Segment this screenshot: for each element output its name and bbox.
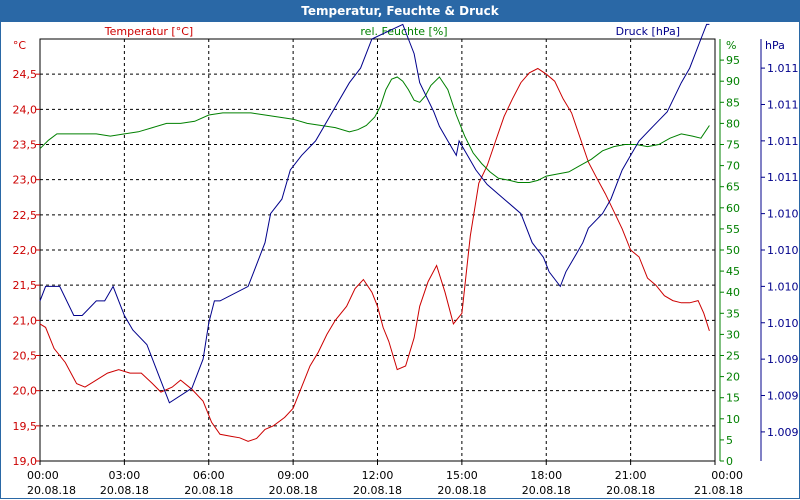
humidity-tick-label: 20 — [726, 371, 740, 384]
humidity-tick-label: 10 — [726, 413, 740, 426]
temperature-tick-label: 23,5 — [13, 139, 38, 152]
chart-frame: 19,0 19,5 20,0 20,5 21,0 21,5 22,0 22,5 23,0 23,5… — [0, 22, 800, 499]
x-tick-time-label: 12:00 — [362, 469, 394, 482]
x-tick-time-label: 03:00 — [109, 469, 141, 482]
humidity-tick-label: 50 — [726, 244, 740, 257]
humidity-tick-label: 5 — [726, 434, 733, 447]
x-tick-date-label: 20.08.18 — [522, 484, 571, 497]
x-tick-date-label: 20.08.18 — [27, 484, 76, 497]
window-title: Temperatur, Feuchte & Druck — [301, 4, 499, 18]
temperature-tick-label: 24,0 — [13, 103, 38, 116]
temperature-tick-label: 23,0 — [13, 174, 38, 187]
temperature-tick-label: 22,0 — [13, 244, 38, 257]
humidity-tick-label: 40 — [726, 286, 740, 299]
humidity-axis-unit: % — [726, 39, 736, 52]
temperature-tick-label: 20,0 — [13, 385, 38, 398]
pressure-series-line — [39, 23, 710, 404]
humidity-tick-label: 0 — [726, 455, 733, 468]
legend-humidity: rel. Feuchte [%] — [360, 25, 447, 38]
temperature-tick-label: 24,5 — [13, 68, 38, 81]
pressure-tick-label: 1.011 — [767, 62, 799, 75]
pressure-tick-label: 1.011 — [767, 135, 799, 148]
x-tick-time-label: 18:00 — [530, 469, 562, 482]
temperature-tick-label: 19,5 — [13, 420, 38, 433]
humidity-tick-label: 80 — [726, 117, 740, 130]
x-tick-date-label: 20.08.18 — [606, 484, 655, 497]
humidity-series-line — [39, 76, 710, 183]
temperature-tick-label: 21,5 — [13, 279, 38, 292]
legend-pressure: Druck [hPa] — [616, 25, 680, 38]
pressure-tick-label: 1.009 — [767, 390, 799, 403]
temperature-series-line — [39, 67, 710, 442]
x-tick-time-label: 06:00 — [193, 469, 225, 482]
temperature-axis-unit: °C — [13, 39, 27, 52]
humidity-tick-label: 85 — [726, 96, 740, 109]
humidity-tick-label: 55 — [726, 223, 740, 236]
pressure-tick-label: 1.010 — [767, 280, 799, 293]
legend-temperature: Temperatur [°C] — [104, 25, 193, 38]
x-tick-time-label: 09:00 — [277, 469, 309, 482]
pressure-tick-label: 1.009 — [767, 426, 799, 439]
temperature-tick-label: 20,5 — [13, 350, 38, 363]
temperature-tick-label: 22,5 — [13, 209, 38, 222]
humidity-tick-label: 45 — [726, 265, 740, 278]
humidity-tick-label: 95 — [726, 54, 740, 67]
x-tick-time-label: 00:00 — [27, 469, 59, 482]
pressure-tick-label: 1.011 — [767, 98, 799, 111]
pressure-tick-label: 1.009 — [767, 353, 799, 366]
humidity-tick-label: 25 — [726, 350, 740, 363]
humidity-tick-label: 75 — [726, 139, 740, 152]
pressure-axis-unit: hPa — [765, 39, 785, 52]
x-tick-date-label: 20.08.18 — [269, 484, 318, 497]
x-tick-date-label: 20.08.18 — [100, 484, 149, 497]
humidity-tick-label: 30 — [726, 328, 740, 341]
humidity-tick-label: 70 — [726, 160, 740, 173]
pressure-tick-label: 1.010 — [767, 208, 799, 221]
humidity-tick-label: 35 — [726, 307, 740, 320]
pressure-tick-label: 1.010 — [767, 244, 799, 257]
humidity-tick-label: 15 — [726, 392, 740, 405]
window-title-bar: Temperatur, Feuchte & Druck — [0, 0, 800, 22]
humidity-tick-label: 65 — [726, 181, 740, 194]
x-tick-time-label: 21:00 — [615, 469, 647, 482]
x-tick-date-label: 21.08.18 — [694, 484, 743, 497]
x-tick-date-label: 20.08.18 — [437, 484, 486, 497]
humidity-tick-label: 60 — [726, 202, 740, 215]
temperature-tick-label: 21,0 — [13, 314, 38, 327]
pressure-tick-label: 1.011 — [767, 171, 799, 184]
x-tick-time-label: 00:00 — [711, 469, 743, 482]
humidity-tick-label: 90 — [726, 75, 740, 88]
chart: 19,0 19,5 20,0 20,5 21,0 21,5 22,0 22,5 23,0 23,5… — [13, 23, 799, 497]
temperature-tick-label: 19,0 — [13, 455, 38, 468]
x-tick-time-label: 15:00 — [446, 469, 478, 482]
pressure-tick-label: 1.010 — [767, 317, 799, 330]
x-tick-date-label: 20.08.18 — [184, 484, 233, 497]
x-tick-date-label: 20.08.18 — [353, 484, 402, 497]
